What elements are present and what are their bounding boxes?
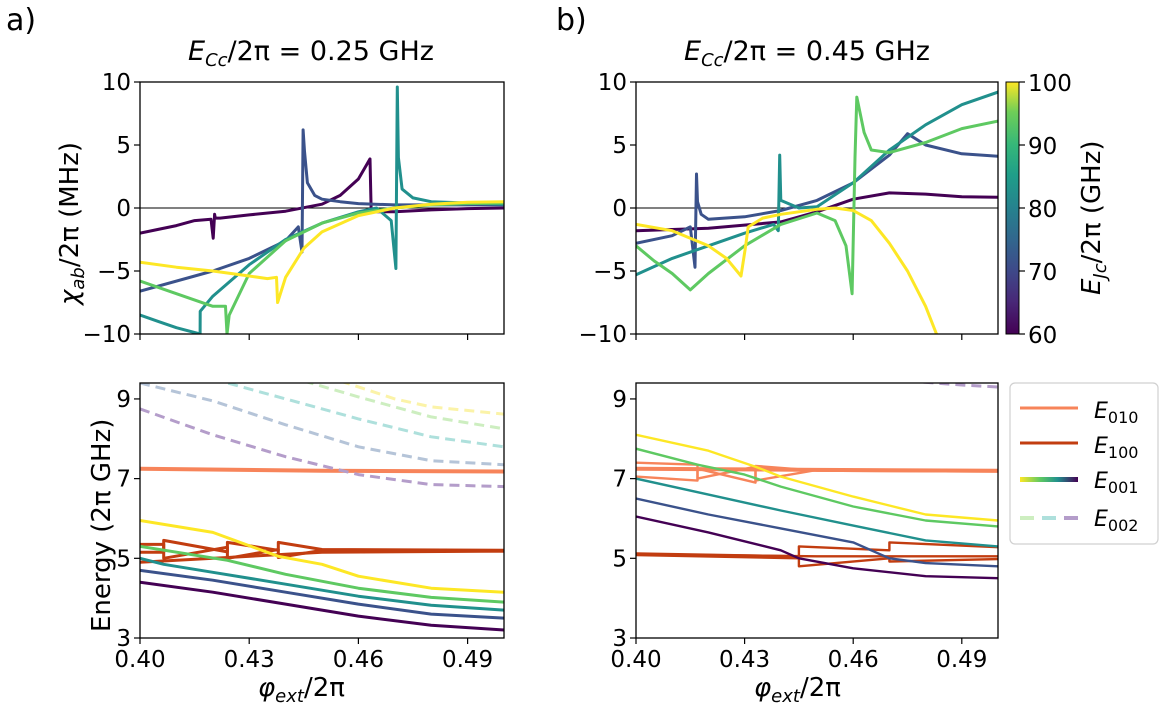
y-tick-label: 0 [116,196,131,222]
y-tick-label: 5 [116,133,131,159]
legend-swatch-e001 [1020,477,1078,482]
series-line-10 [636,447,998,528]
series-line-13 [305,383,504,431]
x-tick-label: 0.43 [224,647,275,673]
series-line-6 [140,568,504,620]
y-tick-label: 5 [116,546,131,572]
series-line-6 [636,553,998,558]
panel-b-top-chi: 10 5 0 −5 −10 [578,70,999,348]
series-line-12 [914,383,998,389]
series-line-2 [636,132,998,269]
series-line-9 [636,477,998,548]
x-tick-label: 0.40 [114,647,165,673]
series-line-14 [341,383,504,416]
legend-label-e002: E002 [1094,507,1138,535]
y-tick-label: 5 [612,133,627,159]
series-line-8 [636,497,998,568]
colorbar-tick-label: 80 [1028,197,1057,223]
x-axis-label-a: φext/2π [258,673,345,705]
panel-label-b: b) [556,3,587,38]
y-tick-label: 3 [116,626,131,652]
y-tick-label: 7 [612,467,627,493]
x-tick-label: 0.49 [442,647,493,673]
x-tick-label: 0.46 [333,647,384,673]
series-line-3 [636,466,998,473]
colorbar-tick-label: 60 [1028,323,1057,349]
colorbar-tick-label: 70 [1028,260,1057,286]
y-tick-label: −10 [578,322,627,348]
y-axis-label-chi: χab/2π (MHz) [55,142,89,307]
x-tick-label: 0.40 [610,647,661,673]
legend-label-e100: E100 [1094,434,1138,462]
y-tick-label: 0 [612,196,627,222]
series-line-9 [140,519,504,594]
series-line-12 [221,383,504,449]
colorbar-tick-label: 100 [1028,71,1072,97]
legend: E010 E100 E001 E002 [1009,382,1159,545]
colorbar: 60 70 80 90 100 EJc/2π (GHz) [1005,71,1111,349]
series-line-5 [140,580,504,632]
y-tick-label: −5 [97,259,131,285]
series-line-11 [140,383,504,467]
y-tick-label: −5 [593,259,627,285]
panel-label-a: a) [6,3,36,38]
colorbar-tick-label: 90 [1028,134,1057,160]
y-tick-label: 10 [102,70,131,96]
y-tick-label: 10 [598,70,627,96]
title-b: ECc/2π = 0.45 GHz [684,36,930,71]
y-tick-label: −10 [82,322,131,348]
series-line-7 [636,515,998,580]
y-tick-label: 9 [116,387,131,413]
y-tick-label: 3 [612,626,627,652]
series-line-11 [636,433,998,522]
x-tick-label: 0.46 [828,647,879,673]
series-line-7 [140,556,504,612]
panel-a-top-chi: 10 5 0 −5 −10 [82,70,505,348]
series-line-10 [140,407,504,489]
series-line-3 [140,538,504,554]
y-tick-label: 9 [612,387,627,413]
x-axis-label-b: φext/2π [754,673,841,705]
legend-label-e001: E001 [1094,469,1138,497]
title-a: ECc/2π = 0.25 GHz [188,36,434,71]
series-line-5 [140,200,504,304]
colorbar-label: EJc/2π (GHz) [1077,140,1111,295]
y-axis-label-energy: Energy (2π GHz) [87,419,117,632]
series-line-3 [636,90,998,277]
y-tick-label: 5 [612,546,627,572]
x-tick-label: 0.49 [936,647,987,673]
series-line-5 [636,206,938,334]
series-line-1 [140,466,504,474]
panel-b-bottom-energy: 0.40 0.43 0.46 0.49 9 7 5 3 [610,382,999,673]
series-line-4 [140,549,504,564]
series-line-8 [140,544,504,604]
series-line-3 [140,85,504,334]
y-tick-label: 7 [116,467,131,493]
x-tick-label: 0.43 [719,647,770,673]
legend-label-e010: E010 [1094,399,1138,427]
panel-a-bottom-energy: 0.40 0.43 0.46 0.49 9 7 5 3 [114,382,505,673]
legend-swatch-e002 [1020,516,1078,520]
series-line-4 [636,95,998,296]
